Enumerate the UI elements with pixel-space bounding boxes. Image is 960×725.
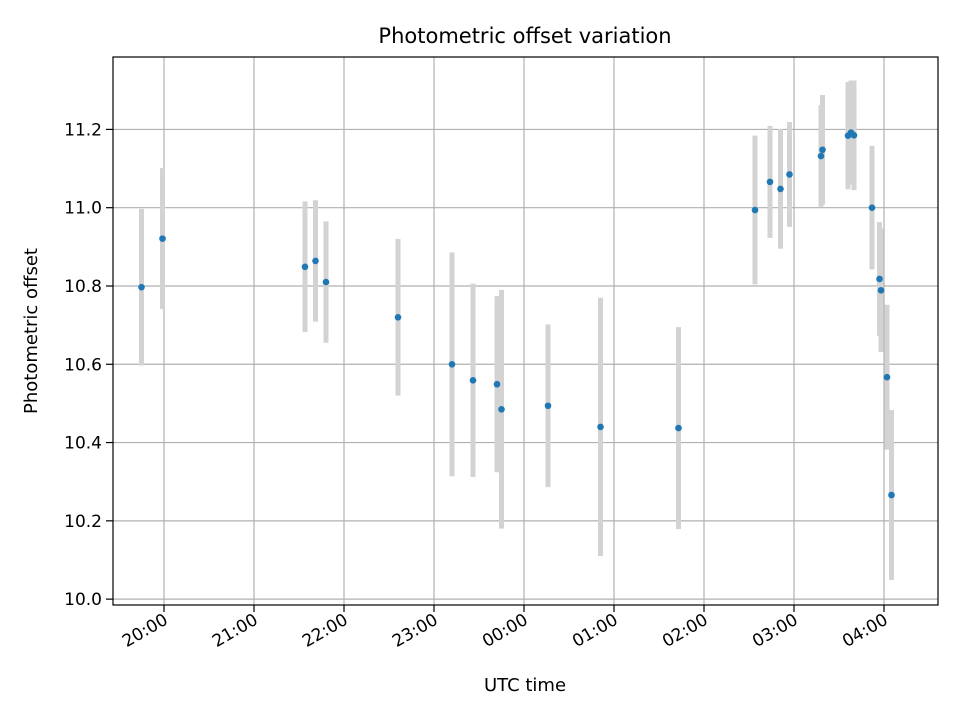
y-tick-label: 11.0 [64, 199, 102, 219]
data-point [777, 185, 784, 193]
data-point [883, 373, 891, 381]
plot-area-frame [112, 56, 939, 606]
y-tick-label: 11.2 [64, 120, 102, 140]
y-tick-label: 10.8 [64, 277, 102, 297]
y-axis-label: Photometric offset [21, 248, 42, 414]
data-point [877, 286, 885, 294]
data-point [751, 206, 759, 214]
data-point [786, 171, 793, 178]
data-point [888, 491, 895, 499]
data-point [394, 314, 402, 321]
data-point [544, 402, 552, 410]
data-point [876, 275, 883, 283]
data-point [301, 263, 309, 271]
data-point [448, 360, 456, 368]
data-point [159, 235, 166, 242]
data-point [675, 424, 682, 432]
data-point [498, 405, 505, 413]
x-axis-label: UTC time [484, 675, 566, 696]
data-point [312, 257, 319, 265]
y-tick-label: 10.2 [64, 512, 102, 532]
y-axis-ticks: 10.0 10.2 10.4 10.6 10.8 11.0 11.2 [64, 120, 113, 610]
grid-lines [113, 57, 938, 605]
data-point [817, 152, 825, 160]
data-point [493, 380, 501, 388]
data-point [138, 283, 145, 291]
data-point [766, 178, 774, 186]
data-points [138, 129, 895, 499]
data-point [868, 204, 876, 211]
y-tick-label: 10.4 [64, 434, 102, 454]
chart-title: Photometric offset variation [378, 24, 671, 48]
data-point [597, 423, 604, 431]
data-point [819, 146, 826, 154]
data-point [322, 278, 330, 286]
y-tick-label: 10.0 [64, 590, 102, 610]
data-point [469, 377, 477, 384]
data-point [850, 131, 858, 139]
y-tick-label: 10.6 [64, 355, 102, 375]
